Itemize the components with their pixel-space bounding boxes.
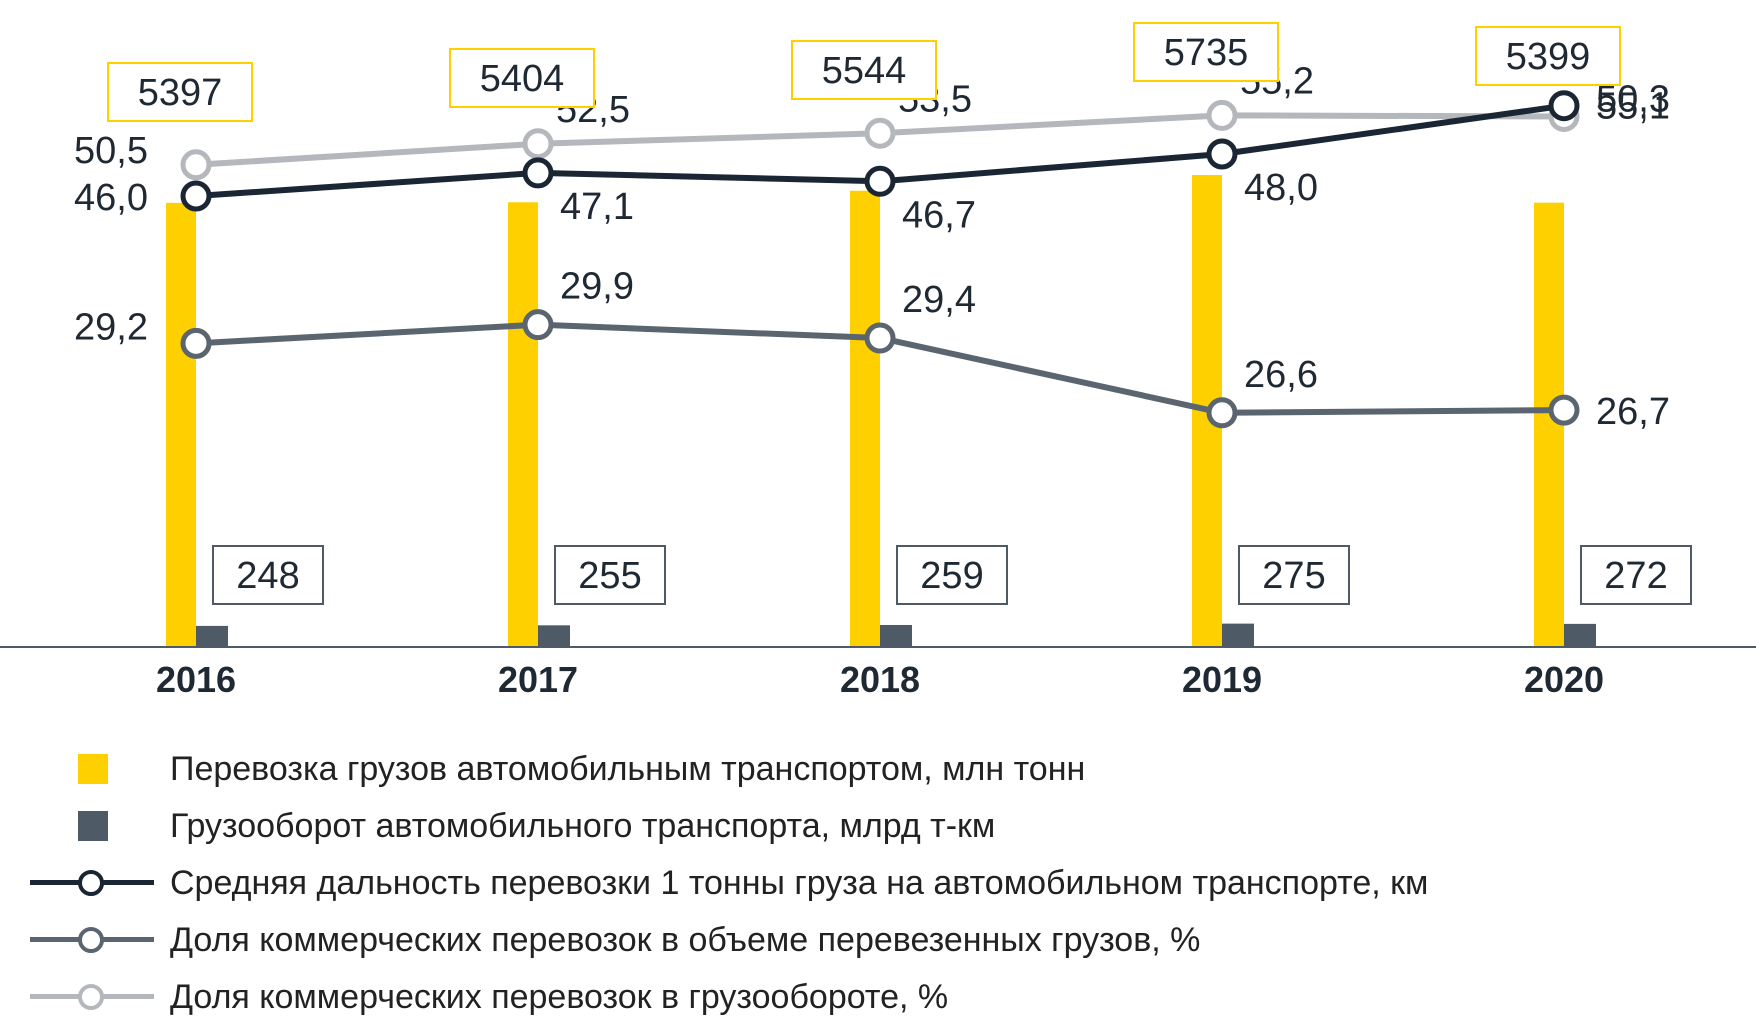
legend-swatch-gray: [78, 810, 108, 841]
legend-item-commercial-share-volume: Доля коммерческих перевозок в объеме пер…: [30, 911, 1730, 968]
data-label-freight-volume-box: [791, 40, 937, 100]
data-label-freight-volume-box: [1475, 26, 1621, 86]
point-commercial-share-turnover: [864, 117, 896, 149]
data-label-freight-turnover-box: [896, 545, 1008, 605]
point-average-distance: [522, 157, 554, 189]
data-label-freight-volume: 5404: [480, 58, 565, 100]
data-label-commercial-share-volume: 29,2: [74, 306, 148, 348]
data-label-average-distance: 46,7: [902, 194, 976, 236]
x-tick-label: 2018: [840, 659, 920, 700]
data-label-freight-turnover: 259: [920, 555, 983, 597]
data-label-freight-turnover-box: [554, 545, 666, 605]
data-label-freight-volume: 5397: [138, 72, 223, 114]
bar-freight-turnover: [1222, 623, 1254, 647]
bar-freight-volume: [166, 202, 196, 647]
data-label-freight-turnover-box: [1238, 545, 1350, 605]
legend-item-freight-volume: Перевозка грузов автомобильным транспорт…: [30, 740, 1730, 797]
x-tick-label: 2020: [1524, 659, 1604, 700]
x-tick-label: 2017: [498, 659, 578, 700]
data-label-freight-volume: 5735: [1164, 32, 1249, 74]
bar-freight-turnover: [538, 625, 570, 647]
data-label-freight-volume: 5399: [1506, 36, 1591, 78]
legend-label: Перевозка грузов автомобильным транспорт…: [170, 749, 1086, 788]
legend-item-commercial-share-turnover: Доля коммерческих перевозок в грузооборо…: [30, 968, 1730, 1025]
point-commercial-share-volume: [864, 322, 896, 354]
data-label-average-distance: 48,0: [1244, 167, 1318, 209]
data-label-freight-volume-box: [107, 62, 253, 122]
bar-freight-volume: [850, 190, 880, 647]
point-commercial-share-turnover: [1206, 99, 1238, 131]
data-label-commercial-share-turnover: 50,5: [74, 130, 148, 172]
legend-item-average-distance: Средняя дальность перевозки 1 тонны груз…: [30, 854, 1730, 911]
axis-layer: 2016 2017 2018 2019 2020: [0, 646, 1756, 700]
data-label-commercial-share-volume: 29,4: [902, 279, 976, 321]
point-commercial-share-volume: [1206, 397, 1238, 429]
data-label-freight-turnover: 272: [1604, 555, 1667, 597]
legend-marker-circle-icon: [78, 926, 104, 953]
legend-key: [30, 863, 170, 903]
bar-freight-turnover: [196, 625, 228, 647]
data-label-freight-volume: 5544: [822, 50, 907, 92]
data-label-freight-turnover: 248: [236, 555, 299, 597]
legend-marker-circle-icon: [78, 983, 104, 1010]
bar-freight-volume: [508, 202, 538, 647]
data-label-average-distance: 47,1: [560, 186, 634, 228]
point-commercial-share-volume: [522, 309, 554, 341]
legend-label: Доля коммерческих перевозок в объеме пер…: [170, 920, 1201, 959]
data-label-freight-turnover-box: [212, 545, 324, 605]
legend-key: [30, 920, 170, 960]
data-label-commercial-share-volume: 29,9: [560, 266, 634, 308]
data-label-freight-turnover-box: [1580, 545, 1692, 605]
data-label-average-distance: 46,0: [74, 177, 148, 219]
legend-key: [30, 977, 170, 1017]
data-label-freight-volume-box: [449, 48, 595, 108]
bar-freight-turnover: [880, 624, 912, 647]
point-commercial-share-volume: [180, 327, 212, 359]
bar-freight-turnover: [1564, 623, 1596, 647]
legend-marker-circle-icon: [78, 869, 104, 896]
lines-layer: [180, 90, 1580, 429]
point-commercial-share-turnover: [180, 149, 212, 181]
data-label-commercial-share-volume: 26,7: [1596, 391, 1670, 433]
data-label-freight-turnover: 275: [1262, 555, 1325, 597]
legend-label: Доля коммерческих перевозок в грузооборо…: [170, 977, 949, 1016]
legend-item-freight-turnover: Грузооборот автомобильного транспорта, м…: [30, 797, 1730, 854]
data-label-freight-turnover: 255: [578, 555, 641, 597]
x-tick-label: 2016: [156, 659, 236, 700]
point-commercial-share-turnover: [522, 128, 554, 160]
legend-swatch-yellow: [78, 753, 108, 784]
bar-freight-volume: [1534, 202, 1564, 647]
data-label-freight-volume-box: [1133, 22, 1279, 82]
legend-label: Грузооборот автомобильного транспорта, м…: [170, 806, 996, 845]
legend: Перевозка грузов автомобильным транспорт…: [30, 740, 1730, 1025]
point-average-distance: [180, 180, 212, 212]
legend-key: [30, 806, 170, 846]
x-tick-label: 2019: [1182, 659, 1262, 700]
data-label-commercial-share-volume: 26,6: [1244, 354, 1318, 396]
point-average-distance: [1548, 90, 1580, 122]
point-average-distance: [1206, 138, 1238, 170]
legend-key: [30, 749, 170, 789]
data-label-commercial-share-turnover: 55,1: [1596, 85, 1670, 127]
labels-layer: 50,552,553,555,255,146,047,146,748,050,3…: [74, 22, 1692, 605]
point-average-distance: [864, 165, 896, 197]
legend-label: Средняя дальность перевозки 1 тонны груз…: [170, 863, 1429, 902]
point-commercial-share-volume: [1548, 394, 1580, 426]
